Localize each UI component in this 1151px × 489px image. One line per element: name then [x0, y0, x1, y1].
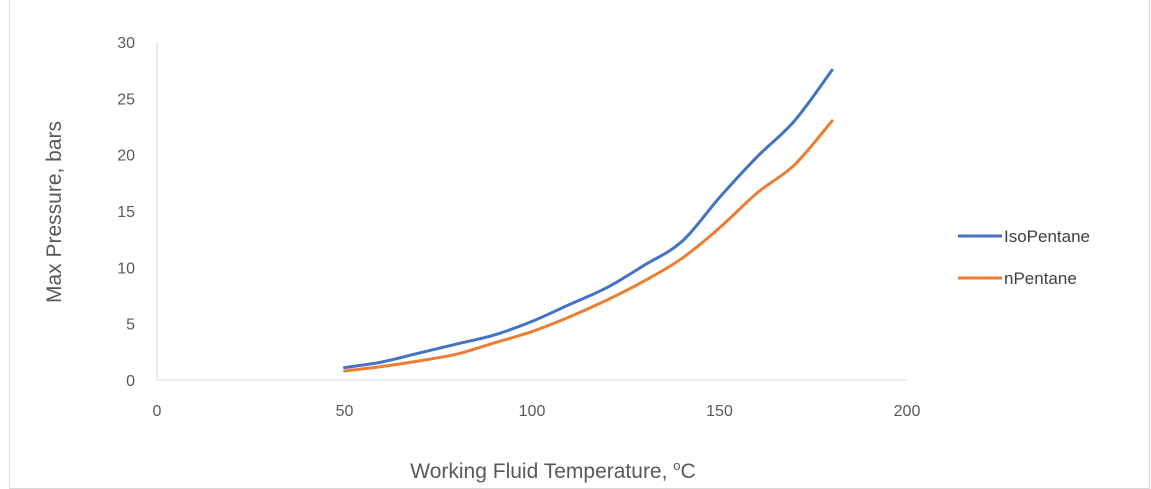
y-tick-label: 20 — [117, 148, 135, 165]
y-tick-label: 15 — [117, 204, 135, 221]
x-tick-label: 150 — [706, 403, 733, 420]
x-tick-label: 50 — [336, 403, 354, 420]
x-tick-label: 100 — [519, 403, 546, 420]
x-axis-title-text: Working Fluid Temperature, — [410, 460, 673, 483]
y-tick-label: 0 — [126, 373, 135, 390]
series-line-isopentane — [343, 68, 834, 370]
legend-label: nPentane — [1004, 269, 1077, 288]
axes — [156, 42, 907, 381]
y-axis-title: Max Pressure, bars — [43, 121, 66, 303]
x-axis-title-superscript: o — [673, 458, 680, 473]
y-tick-label: 25 — [117, 91, 135, 108]
y-tick-label: 10 — [117, 260, 135, 277]
series-line-npentane — [343, 119, 834, 373]
legend: IsoPentane nPentane — [958, 227, 1090, 288]
legend-label: IsoPentane — [1004, 227, 1090, 246]
y-tick-label: 30 — [117, 35, 135, 52]
tick-labels: 0 5 10 15 20 25 30 0 50 100 150 200 — [117, 35, 920, 420]
x-axis-title: Working Fluid Temperature, oC — [410, 458, 695, 483]
y-tick-label: 5 — [126, 317, 135, 334]
x-tick-label: 0 — [153, 403, 162, 420]
x-tick-label: 200 — [894, 403, 921, 420]
x-axis-title-unit: C — [681, 460, 696, 483]
series-lines — [343, 68, 834, 373]
